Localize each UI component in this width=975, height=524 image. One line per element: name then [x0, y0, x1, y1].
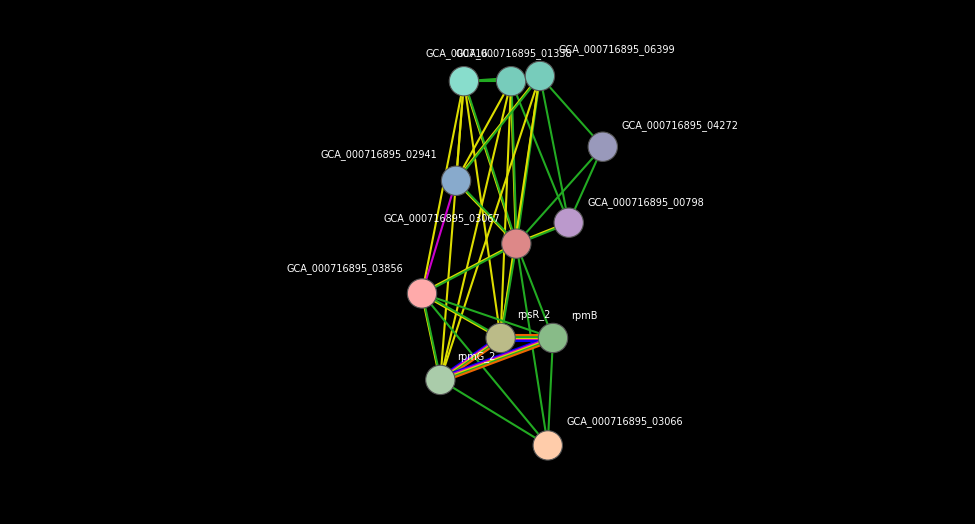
- Circle shape: [538, 323, 567, 353]
- Text: GCA_000716895_03856: GCA_000716895_03856: [287, 263, 404, 274]
- Text: GCA_000716895_00798: GCA_000716895_00798: [587, 197, 704, 208]
- Text: GCA_000716895_03066: GCA_000716895_03066: [566, 416, 682, 427]
- Circle shape: [442, 166, 471, 195]
- Text: rpmG_2: rpmG_2: [457, 351, 495, 362]
- Text: GCA_000716895_01338: GCA_000716895_01338: [455, 48, 572, 59]
- Text: GCA_000716...: GCA_000716...: [425, 48, 497, 59]
- Circle shape: [526, 61, 555, 91]
- Text: rpsR_2: rpsR_2: [518, 309, 551, 320]
- Circle shape: [554, 208, 583, 237]
- Circle shape: [533, 431, 563, 460]
- Circle shape: [588, 132, 617, 161]
- Circle shape: [496, 67, 526, 96]
- Circle shape: [486, 323, 515, 353]
- Circle shape: [449, 67, 479, 96]
- Circle shape: [426, 365, 455, 395]
- Circle shape: [408, 279, 437, 308]
- Text: GCA_000716895_04272: GCA_000716895_04272: [621, 120, 738, 131]
- Text: GCA_000716895_02941: GCA_000716895_02941: [321, 149, 438, 160]
- Text: GCA_000716895_03067: GCA_000716895_03067: [384, 213, 500, 224]
- Circle shape: [502, 229, 531, 258]
- Text: rpmB: rpmB: [571, 311, 598, 321]
- Text: GCA_000716895_06399: GCA_000716895_06399: [559, 44, 675, 55]
